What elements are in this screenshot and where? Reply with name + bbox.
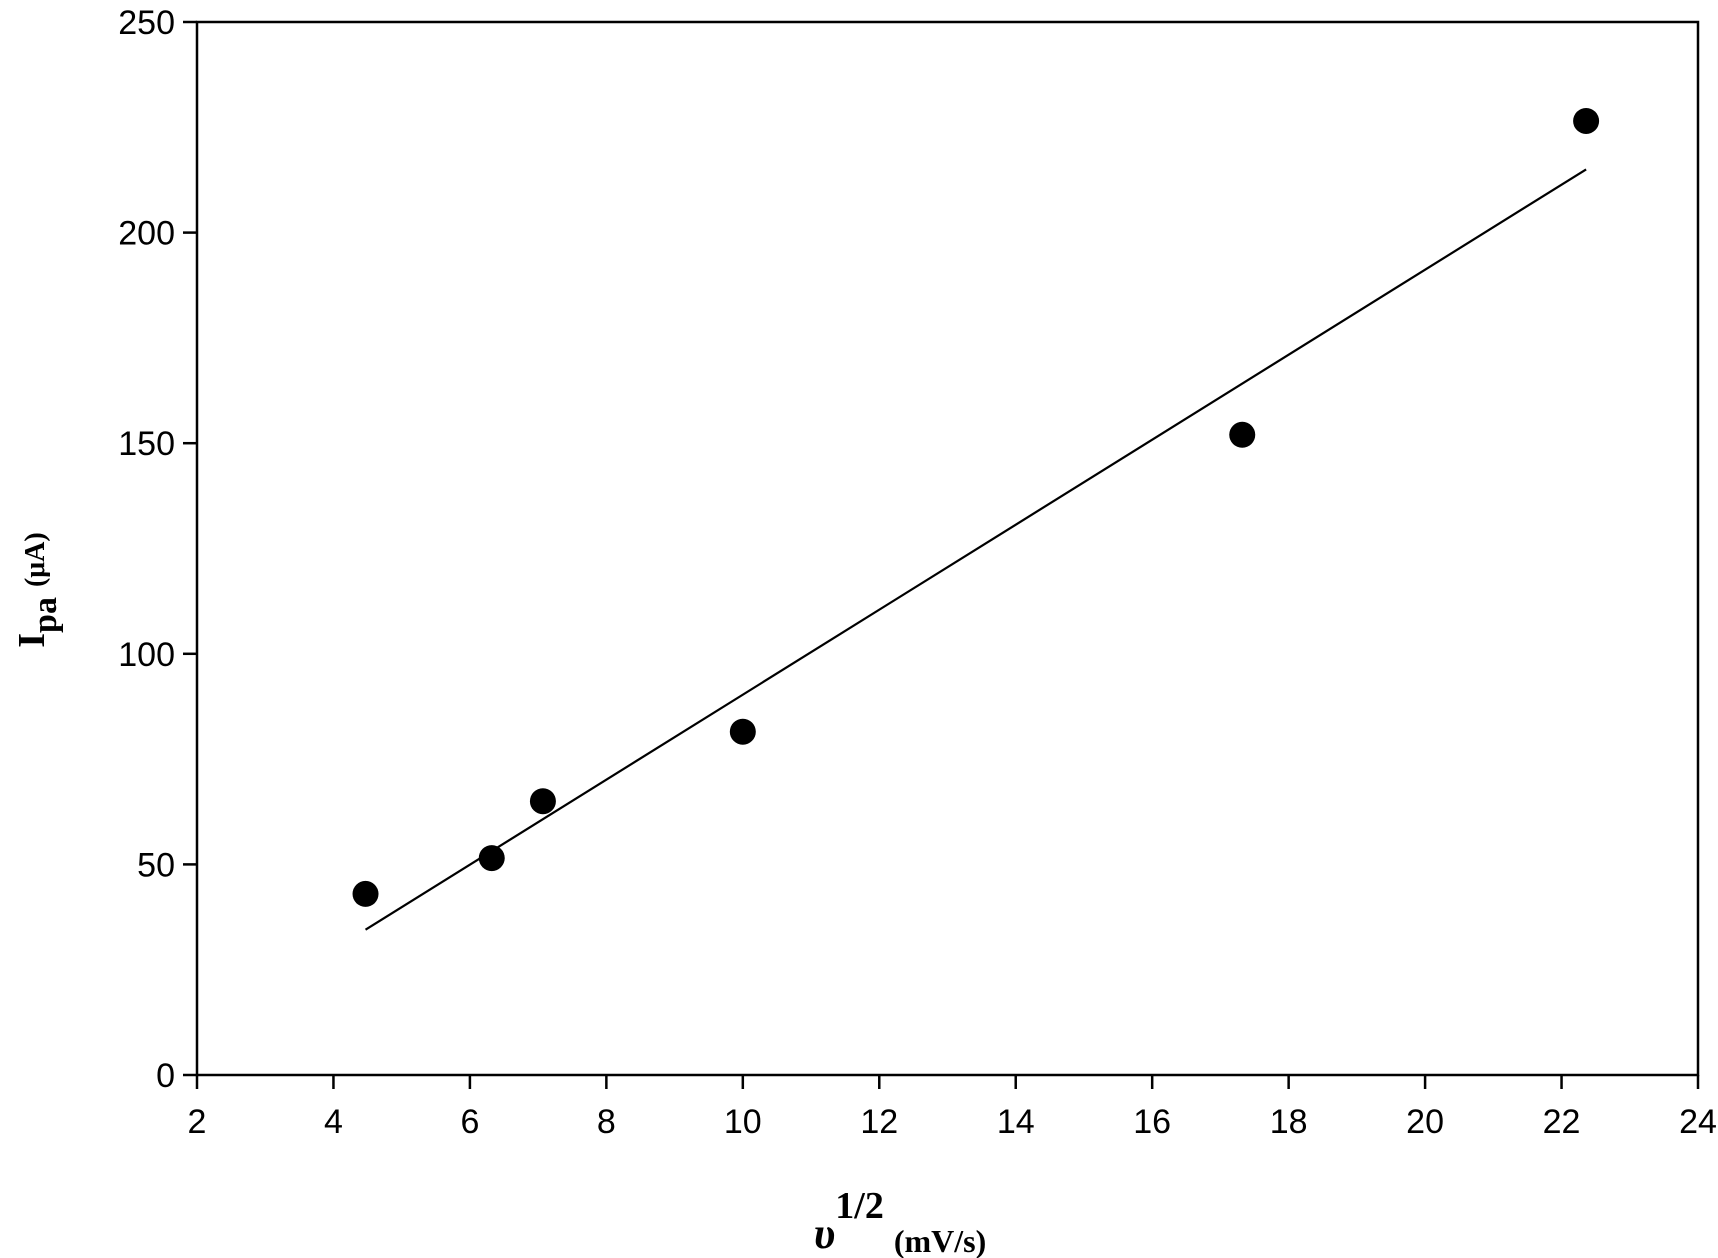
data-point [1573, 107, 1600, 134]
x-axis-ticks: 2 4 6 8 10 12 14 16 18 20 22 24 [188, 1075, 1717, 1141]
data-point [352, 880, 379, 907]
data-point [529, 788, 556, 815]
y-axis-title-unit: (μA) [20, 532, 51, 587]
data-point [1229, 421, 1256, 448]
x-tick-label: 2 [188, 1103, 207, 1141]
x-axis-title-unit: (mV/s) [894, 1223, 986, 1258]
y-axis-ticks: 0 50 100 150 200 250 [118, 4, 197, 1095]
y-tick-label: 0 [156, 1057, 175, 1095]
x-tick-label: 20 [1406, 1103, 1444, 1141]
y-tick-label: 250 [118, 4, 175, 42]
data-points [352, 107, 1600, 907]
plot-area [195, 20, 1700, 1077]
x-tick-label: 6 [460, 1103, 479, 1141]
y-axis-title: Ipa (μA) [11, 532, 64, 647]
y-tick-label: 150 [118, 425, 175, 463]
x-axis-title-sup: 1/2 [835, 1185, 884, 1227]
y-tick-label: 50 [137, 846, 175, 884]
x-tick-label: 14 [997, 1103, 1035, 1141]
x-axis-title-main: υ [814, 1209, 836, 1258]
x-tick-label: 16 [1133, 1103, 1171, 1141]
x-tick-label: 18 [1270, 1103, 1308, 1141]
y-axis-title-sub: pa [27, 597, 64, 633]
y-axis-title-main: I [11, 633, 53, 648]
x-tick-label: 24 [1679, 1103, 1717, 1141]
x-tick-label: 8 [597, 1103, 616, 1141]
x-tick-label: 10 [724, 1103, 762, 1141]
y-tick-label: 100 [118, 636, 175, 674]
x-tick-label: 22 [1543, 1103, 1581, 1141]
fit-line [364, 168, 1587, 931]
x-tick-label: 12 [860, 1103, 898, 1141]
y-tick-label: 200 [118, 215, 175, 253]
data-point [478, 845, 505, 872]
x-axis-title: υ1/2 (mV/s) [814, 1185, 987, 1258]
x-tick-label: 4 [324, 1103, 343, 1141]
data-point [729, 718, 756, 745]
